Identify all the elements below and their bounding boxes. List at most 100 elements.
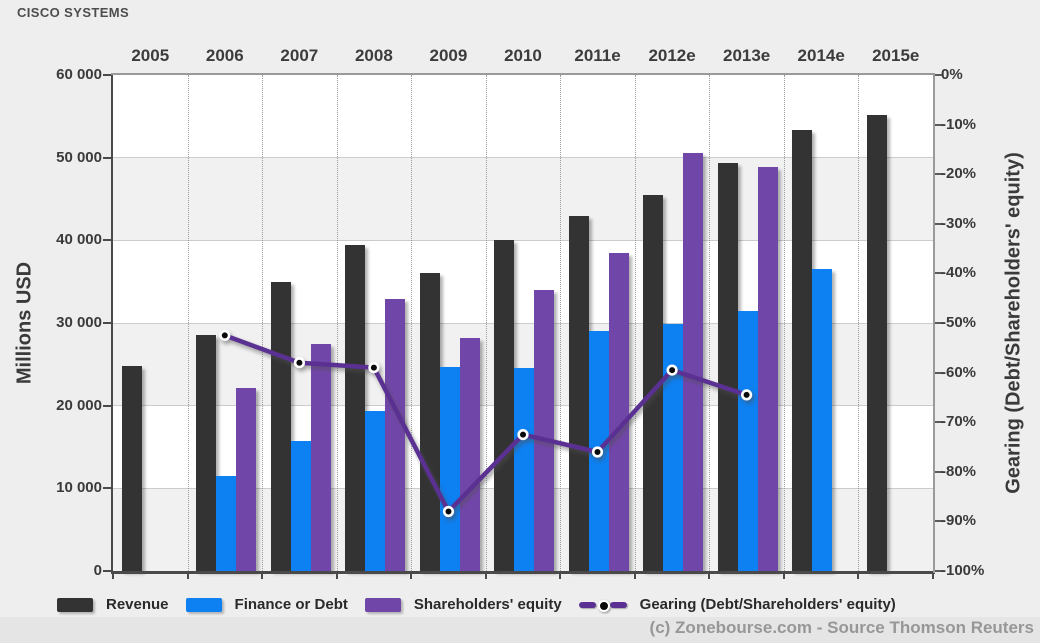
y-axis-left-tick: [103, 156, 111, 159]
y-axis-right-tick: [935, 222, 943, 225]
gearing-point-2013e: [740, 389, 753, 401]
debt-swatch-icon: [185, 597, 222, 612]
gearing-point-2008: [368, 362, 380, 374]
x-axis-tick: [559, 573, 562, 579]
gridline-vertical-dotted: [187, 75, 189, 571]
gearing-point-2006: [219, 329, 231, 342]
x-axis-tick: [261, 573, 264, 579]
legend-label-equity: Shareholders' equity: [413, 596, 562, 613]
footer-strip: [0, 617, 1040, 643]
x-axis-top-line: [111, 73, 935, 75]
equity-swatch-icon: [364, 597, 401, 612]
y-tick-label-left: 50 000: [56, 148, 102, 166]
page-title: CISCO SYSTEMS: [17, 5, 130, 20]
bar-finance-or-debt-2007: [290, 441, 311, 571]
bar-revenue-2014e: [792, 129, 813, 571]
x-axis-tick: [782, 573, 785, 579]
x-axis-bottom-line: [111, 571, 935, 574]
y-tick-label-left: 60 000: [56, 66, 102, 83]
bar-finance-or-debt-2012e: [663, 323, 684, 571]
y-tick-label-right: 0%: [941, 66, 963, 83]
y-axis-right-tick: [935, 421, 943, 424]
gridline-horizontal: [113, 157, 933, 159]
bar-revenue-2008: [345, 245, 366, 571]
y-axis-left-line: [111, 75, 113, 573]
y-tick-label-right: -90%: [941, 512, 977, 530]
y-axis-left-tick: [103, 239, 111, 242]
x-axis-tick: [410, 573, 413, 579]
x-axis-tick: [112, 573, 114, 579]
x-axis-tick: [335, 573, 338, 579]
bar-revenue-2013e: [717, 163, 738, 571]
y-tick-label-right: -40%: [941, 264, 977, 282]
y-axis-left-tick: [103, 74, 111, 76]
x-axis-label-2006: 2006: [205, 46, 244, 65]
y-axis-right-tick: [935, 173, 943, 176]
bar-shareholders-equity-2009: [459, 337, 480, 571]
bar-revenue-2010: [494, 240, 515, 571]
x-axis-label-2010: 2010: [504, 46, 542, 65]
x-axis-label-2005: 2005: [131, 46, 170, 65]
gridline-vertical-dotted: [560, 75, 562, 571]
y-tick-label-right: -30%: [941, 214, 977, 232]
y-axis-right-tick: [935, 322, 943, 324]
x-axis-tick: [186, 573, 189, 579]
y-axis-right-tick: [935, 272, 943, 275]
bar-finance-or-debt-2006: [216, 475, 237, 571]
y-axis-right-line: [933, 73, 935, 573]
gridline-vertical-dotted: [709, 75, 711, 571]
bar-shareholders-equity-2010: [534, 289, 555, 571]
gridline-vertical-dotted: [411, 75, 413, 571]
gridline-horizontal: [113, 322, 933, 324]
gridline-vertical-dotted: [485, 75, 487, 571]
bar-shareholders-equity-2012e: [683, 152, 704, 571]
y-axis-left-tick: [103, 404, 111, 407]
x-axis-label-2007: 2007: [280, 46, 319, 65]
gridline-vertical-dotted: [336, 75, 338, 571]
y-tick-label-right: -80%: [941, 462, 977, 480]
y-tick-label-right: -20%: [941, 165, 977, 183]
gearing-point-2009: [442, 505, 455, 518]
bar-finance-or-debt-2014e: [812, 269, 833, 571]
gearing-line-icon: [578, 598, 627, 612]
legend-label-debt: Finance or Debt: [234, 596, 348, 613]
y-tick-label-right: -10%: [941, 115, 977, 133]
bar-shareholders-equity-2013e: [757, 166, 778, 571]
bar-shareholders-equity-2007: [310, 343, 331, 571]
x-axis-label-2015e: 2015e: [872, 46, 920, 65]
gearing-point-2011e: [591, 446, 604, 458]
y-tick-label-left: 10 000: [56, 479, 102, 497]
bar-finance-or-debt-2008: [365, 411, 386, 571]
gridline-horizontal: [113, 239, 933, 241]
x-axis-tick: [932, 573, 934, 579]
x-axis-label-2011e: 2011e: [574, 46, 621, 65]
gearing-line: [222, 333, 749, 514]
y-tick-label-right: -60%: [941, 363, 977, 381]
bar-revenue-2015e: [866, 114, 887, 571]
y-axis-right-tick: [935, 74, 943, 76]
legend-item-revenue: Revenue: [57, 596, 169, 613]
y-tick-label-right: -70%: [941, 413, 977, 431]
gearing-point-2010: [517, 429, 529, 441]
bar-revenue-2011e: [568, 216, 589, 571]
plot-area: [113, 75, 933, 571]
y-tick-label-left: 0: [93, 562, 102, 579]
legend: Revenue Finance or Debt Shareholders' eq…: [57, 596, 896, 613]
gridline-vertical-dotted: [783, 75, 785, 571]
bar-finance-or-debt-2013e: [737, 311, 758, 571]
gridline-vertical-dotted: [858, 75, 860, 571]
bar-shareholders-equity-2008: [385, 299, 406, 571]
bar-finance-or-debt-2010: [514, 367, 535, 571]
legend-label-gearing: Gearing (Debt/Shareholders' equity): [639, 596, 896, 613]
legend-item-gearing: Gearing (Debt/Shareholders' equity): [578, 596, 896, 613]
gearing-line-layer: [219, 329, 753, 518]
legend-label-revenue: Revenue: [106, 596, 169, 613]
y-axis-left-tick: [103, 570, 111, 572]
x-axis-label-2009: 2009: [429, 46, 468, 65]
y-tick-label-right: -100%: [941, 562, 985, 579]
y-tick-label-right: -50%: [941, 314, 977, 331]
gridline-vertical-dotted: [634, 75, 636, 571]
y-axis-right-tick: [935, 470, 943, 473]
x-axis-label-2012e: 2012e: [648, 46, 696, 65]
